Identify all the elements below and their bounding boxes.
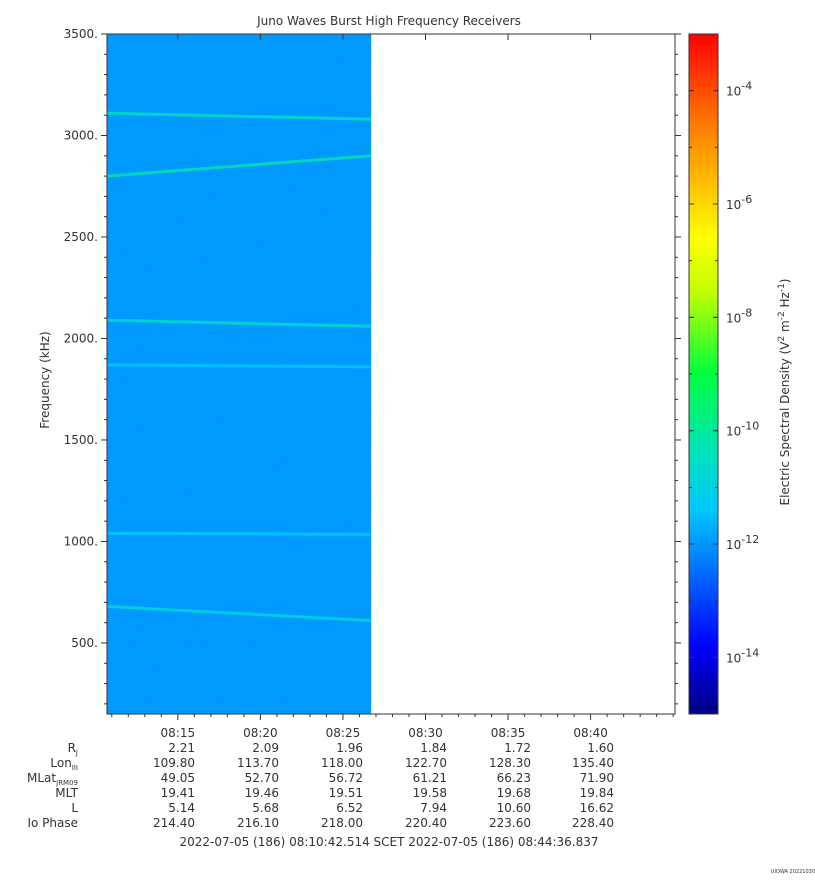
ephemeris-value: 56.72 [329, 771, 363, 785]
plot-area [106, 33, 676, 715]
ephemeris-value: 5.68 [252, 801, 279, 815]
x-tick-label: 08:35 [491, 726, 526, 740]
colorbar-tick-label: 10-10 [726, 420, 759, 439]
ephemeris-value: 61.21 [413, 771, 447, 785]
ephemeris-value: 223.60 [489, 816, 531, 830]
ephemeris-value: 218.00 [321, 816, 363, 830]
colorbar-label: Electric Spectral Density (V2 m-2 Hz-1) [777, 278, 792, 505]
colorbar-tick-label: 10-6 [726, 193, 752, 212]
emission-band-3 [106, 363, 372, 369]
ephemeris-value: 1.84 [420, 741, 447, 755]
ephemeris-value: 228.40 [572, 816, 614, 830]
chart-title: Juno Waves Burst High Frequency Receiver… [256, 14, 521, 28]
y-tick-label: 3500. [64, 27, 98, 41]
ephemeris-value: 66.23 [497, 771, 531, 785]
ephemeris-value: 19.68 [497, 786, 531, 800]
ephemeris-value: 214.40 [153, 816, 195, 830]
footer-tag: UIOWA 20221030 [771, 869, 815, 875]
ephemeris-value: 1.96 [336, 741, 363, 755]
y-tick-label: 500. [71, 636, 98, 650]
ephemeris-value: 1.60 [587, 741, 614, 755]
y-tick-label: 2500. [64, 230, 98, 244]
y-tick-label: 3000. [64, 128, 98, 142]
colorbar: 10-4 10-6 10-8 10-10 10-12 10-14 [688, 33, 759, 715]
ephemeris-value: 2.21 [168, 741, 195, 755]
ephemeris-value: 19.41 [161, 786, 195, 800]
ephemeris-value: 220.40 [405, 816, 447, 830]
emission-band-4 [106, 531, 372, 536]
ephemeris-row-label: Io Phase [27, 816, 78, 830]
ephemeris-value: 1.72 [504, 741, 531, 755]
emission-band-1 [106, 154, 372, 178]
ephemeris-value: 16.62 [580, 801, 614, 815]
ephemeris-value: 216.10 [237, 816, 279, 830]
ephemeris-value: 122.70 [405, 756, 447, 770]
spectrogram-noise [107, 34, 372, 714]
ephemeris-value: 7.94 [420, 801, 447, 815]
ephemeris-row-label: MLatJRM09 [27, 771, 78, 787]
ephemeris-value: 113.70 [237, 756, 279, 770]
ephemeris-value: 19.84 [580, 786, 614, 800]
y-axis-ticks: 500. 1000. 1500. 2000. 2500. 3000. 3500. [64, 27, 681, 705]
y-tick-label: 1500. [64, 433, 98, 447]
ephemeris-value: 2.09 [252, 741, 279, 755]
x-tick-label: 08:20 [243, 726, 278, 740]
colorbar-tick-label: 10-4 [726, 80, 752, 99]
emission-band-2 [106, 318, 372, 328]
x-axis-ticks: 08:15 08:20 08:25 08:30 08:35 08:40 [111, 34, 674, 740]
emission-band-0 [106, 111, 372, 121]
colorbar-gradient [688, 33, 719, 715]
y-axis-label: Frequency (kHz) [38, 331, 52, 428]
ephemeris-value: 19.51 [329, 786, 363, 800]
ephemeris-value: 52.70 [245, 771, 279, 785]
x-tick-label: 08:30 [408, 726, 443, 740]
ephemeris-row-label: L [71, 801, 78, 815]
ephemeris-value: 71.90 [580, 771, 614, 785]
colorbar-tick-label: 10-12 [726, 533, 759, 552]
colorbar-tick-label: 10-8 [726, 306, 752, 325]
ephemeris-value: 128.30 [489, 756, 531, 770]
ephemeris-value: 109.80 [153, 756, 195, 770]
ephemeris-value: 6.52 [336, 801, 363, 815]
ephemeris-value: 19.58 [413, 786, 447, 800]
y-tick-label: 1000. [64, 534, 98, 548]
plot-frame [106, 33, 676, 715]
ephemeris-value: 5.14 [168, 801, 195, 815]
ephemeris-row-label: LonIII [50, 756, 78, 772]
ephemeris-value: 135.40 [572, 756, 614, 770]
ephemeris-value: 49.05 [161, 771, 195, 785]
y-tick-label: 2000. [64, 331, 98, 345]
time-range-caption: 2022-07-05 (186) 08:10:42.514 SCET 2022-… [179, 835, 598, 849]
x-tick-label: 08:25 [326, 726, 361, 740]
colorbar-tick-label: 10-14 [726, 646, 759, 665]
emission-band-5 [106, 604, 372, 623]
ephemeris-value: 118.00 [321, 756, 363, 770]
x-tick-label: 08:40 [573, 726, 608, 740]
x-tick-label: 08:15 [161, 726, 196, 740]
ephemeris-row-label: MLT [55, 786, 78, 800]
ephemeris-row-label: RJ [68, 741, 78, 757]
ephemeris-value: 10.60 [497, 801, 531, 815]
ephemeris-value: 19.46 [245, 786, 279, 800]
